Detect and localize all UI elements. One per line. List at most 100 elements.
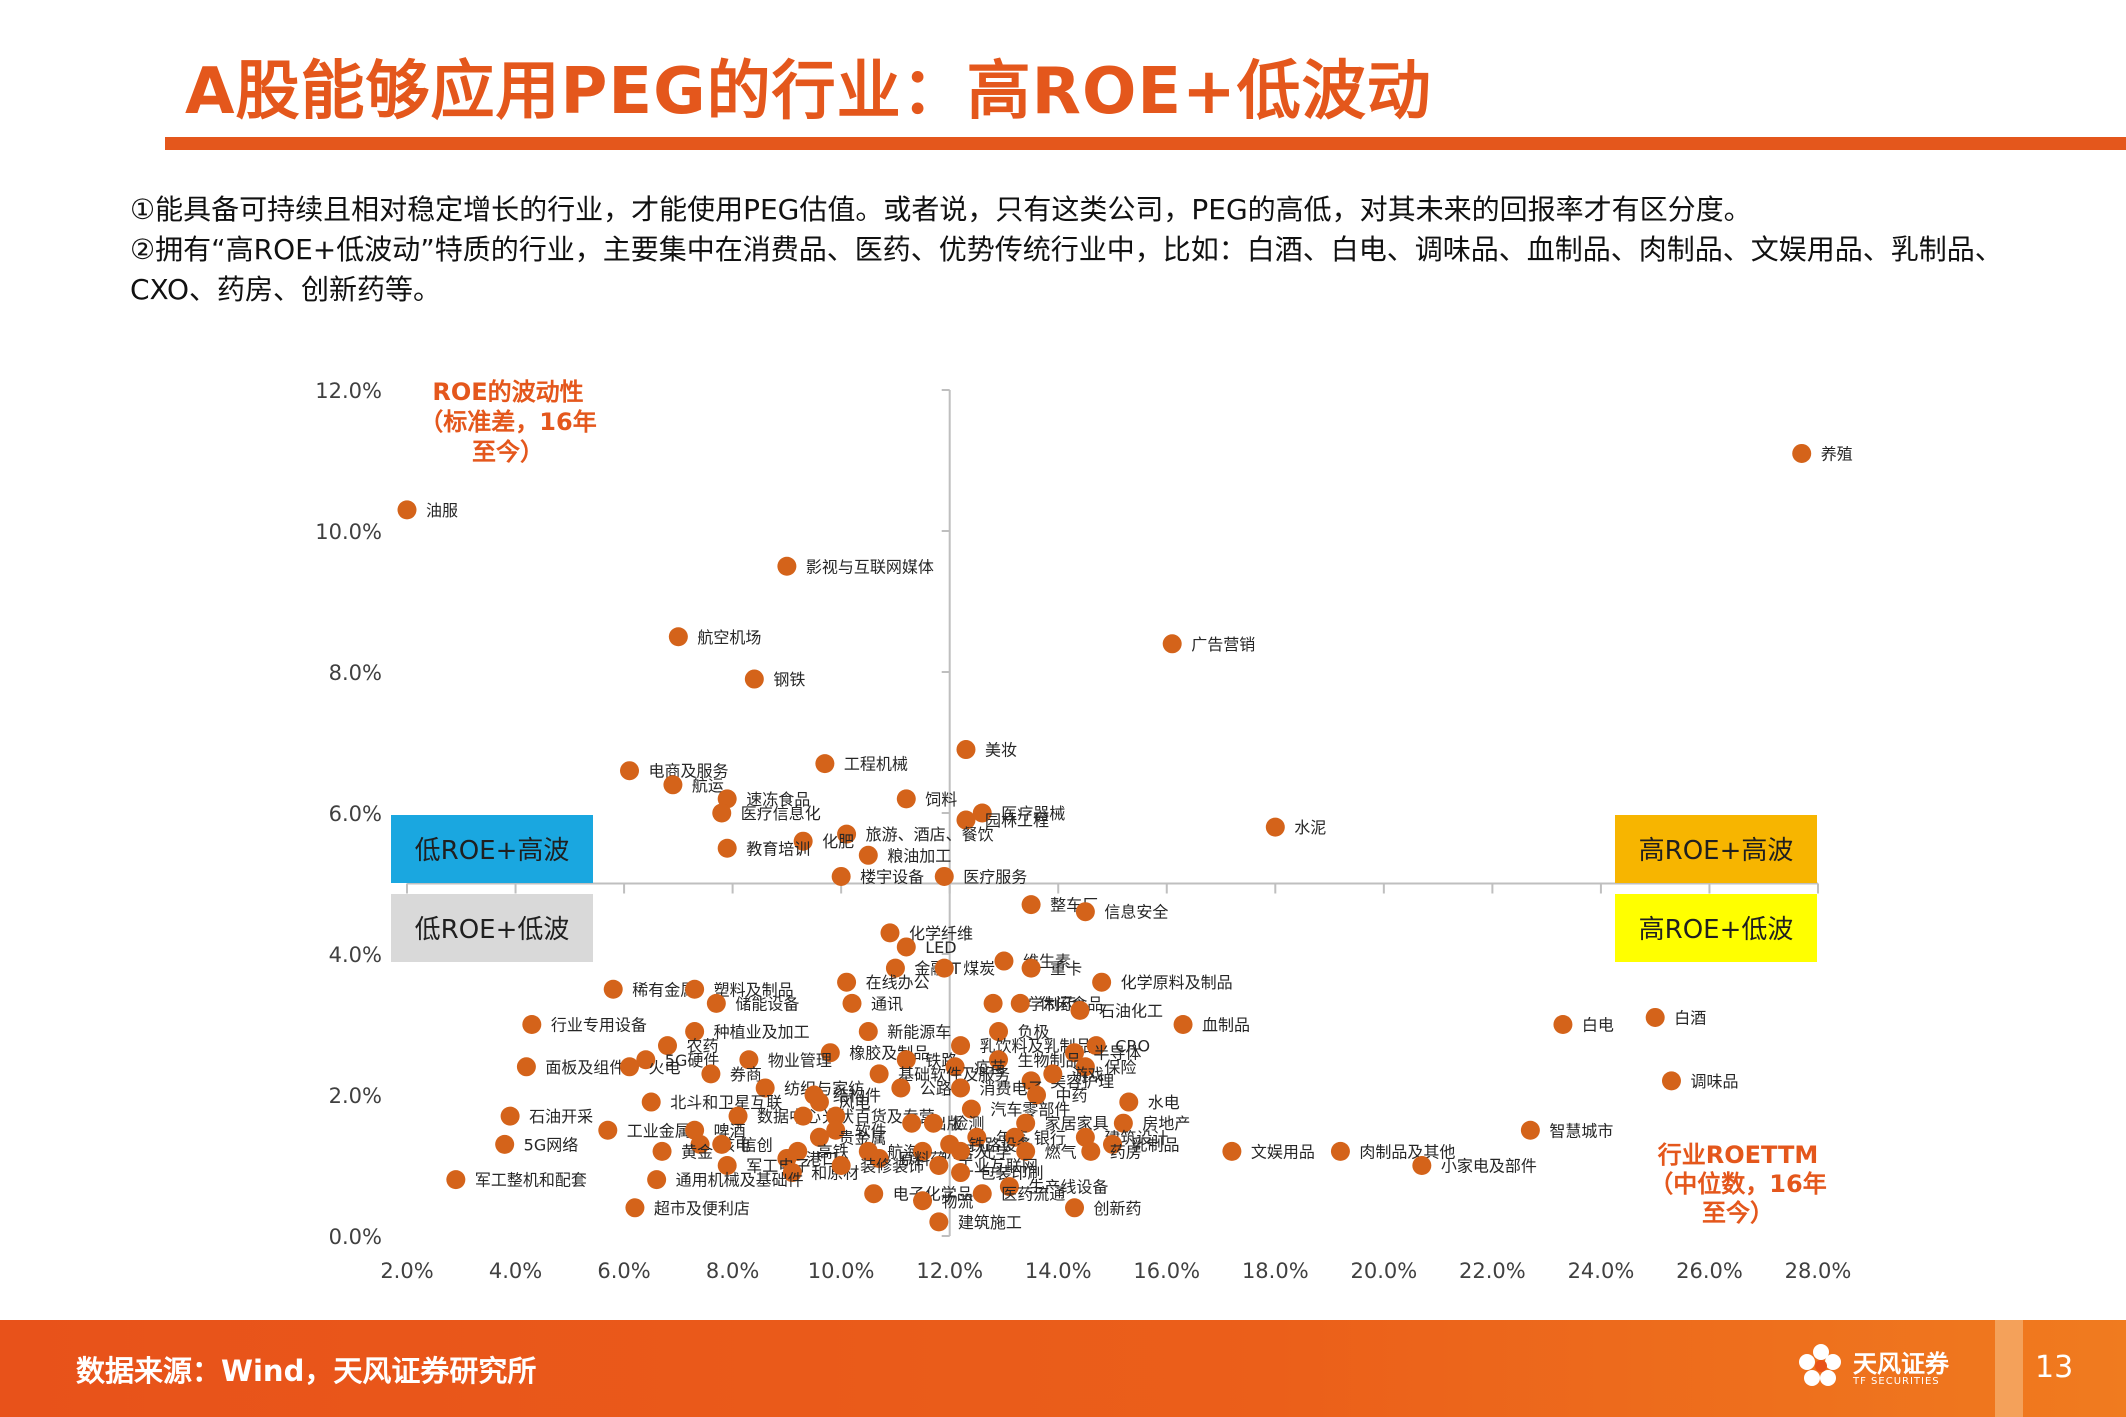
point-marker — [929, 1212, 949, 1232]
point-label: 5G硬件 — [665, 1051, 720, 1070]
point-marker — [1412, 1156, 1432, 1175]
data-point: 生物制品 — [989, 1050, 1082, 1070]
point-label: 软件 — [855, 1121, 887, 1140]
point-marker — [1645, 1007, 1665, 1027]
x-tick-label: 26.0% — [1676, 1259, 1743, 1283]
data-point: LED — [896, 937, 957, 957]
point-marker — [495, 1134, 515, 1154]
x-tick-label: 6.0% — [597, 1259, 650, 1283]
data-point: 电子化学品 — [864, 1184, 973, 1204]
data-point: 乳饮料及乳制品 — [951, 1036, 1092, 1056]
quadrant-label-1: 低ROE+高波 — [391, 815, 593, 883]
flower-logo-icon — [1799, 1344, 1841, 1386]
data-point: 医疗服务 — [934, 866, 1027, 886]
point-marker — [690, 1134, 710, 1154]
data-point: 信息安全 — [1075, 902, 1168, 922]
data-point: 房地产 — [1113, 1113, 1190, 1133]
point-marker — [685, 979, 705, 999]
point-marker — [989, 1022, 1009, 1042]
point-marker — [972, 1184, 992, 1204]
point-label: 光学 — [980, 1142, 1012, 1161]
point-marker — [940, 1134, 960, 1154]
y-tick-label: 2.0% — [329, 1084, 382, 1108]
point-marker — [1043, 1064, 1063, 1084]
point-label: 化肥 — [822, 832, 854, 851]
point-label: 超市及便利店 — [654, 1199, 750, 1218]
data-point: 美妆 — [956, 740, 1017, 760]
point-marker — [1103, 1134, 1122, 1154]
point-label: 工程机械 — [844, 755, 908, 774]
point-marker — [782, 1163, 802, 1183]
data-point: 广告营销 — [1162, 634, 1255, 654]
page-title: A股能够应用PEG的行业：高ROE+低波动 — [185, 55, 1432, 129]
point-label: 5G网络 — [524, 1135, 579, 1154]
point-marker — [652, 1141, 672, 1161]
point-marker — [641, 1092, 661, 1112]
point-marker — [1010, 993, 1030, 1013]
data-point: 通用机械及基础件 — [647, 1170, 804, 1190]
point-marker — [603, 979, 623, 999]
data-point: 调味品 — [1661, 1071, 1738, 1091]
point-label: 电商及服务 — [649, 762, 729, 781]
point-label: 乳制品 — [1132, 1135, 1180, 1154]
point-marker — [831, 866, 851, 886]
point-label: 钢铁 — [773, 670, 805, 689]
point-marker — [951, 1078, 971, 1098]
point-marker — [663, 775, 683, 795]
point-label: 水泥 — [1294, 818, 1326, 837]
data-point: 养殖 — [1792, 443, 1853, 463]
point-label: 楼宇设备 — [860, 867, 924, 886]
point-label: 广告营销 — [1191, 635, 1255, 654]
bullet-1: ①能具备可持续且相对稳定增长的行业，才能使用PEG估值。或者说，只有这类公司，P… — [130, 193, 1752, 226]
data-point: 智慧城市 — [1520, 1120, 1613, 1140]
x-axis-title: （中位数，16年 — [1649, 1170, 1826, 1198]
data-point: 化学原料及制品 — [1092, 972, 1233, 992]
point-marker — [625, 1198, 645, 1218]
point-marker — [972, 803, 992, 823]
data-point: 化学纤维 — [880, 923, 973, 943]
data-point: 半导体 — [1065, 1043, 1142, 1063]
quadrant-text: 高ROE+高波 — [1639, 836, 1794, 866]
point-label: 信息安全 — [1104, 903, 1168, 922]
point-label: 煤炭 — [963, 959, 995, 978]
data-point: 石油化工 — [1070, 1000, 1163, 1020]
data-point: 超市及便利店 — [625, 1198, 750, 1218]
y-tick-label: 6.0% — [329, 802, 382, 826]
point-label: 塑料及制品 — [714, 980, 794, 999]
data-point: 中药 — [1027, 1085, 1088, 1105]
point-marker — [1553, 1015, 1573, 1034]
point-label: 白酒 — [1674, 1008, 1706, 1027]
data-point: 纺织与家纺 — [755, 1078, 864, 1098]
point-marker — [858, 1022, 878, 1042]
point-marker — [913, 1191, 933, 1211]
point-marker — [668, 627, 688, 647]
point-marker — [516, 1057, 536, 1077]
point-label: 储能设备 — [735, 994, 799, 1013]
point-label: 种植业及加工 — [714, 1023, 810, 1042]
point-label: 航空机场 — [697, 628, 761, 647]
quadrant-text: 低ROE+低波 — [415, 915, 570, 945]
logo-name-en: TF SECURITIES — [1853, 1376, 1940, 1387]
point-marker — [961, 1099, 981, 1119]
x-tick-label: 14.0% — [1025, 1259, 1092, 1283]
point-label: 橡胶及制品 — [849, 1044, 929, 1063]
data-point: 5G网络 — [495, 1134, 579, 1154]
point-label: 水电 — [1148, 1093, 1180, 1112]
point-marker — [397, 500, 417, 520]
data-point: 钢铁 — [744, 669, 805, 689]
point-label: 油服 — [426, 501, 458, 520]
point-marker — [717, 838, 737, 858]
point-label: 重卡 — [1050, 959, 1082, 978]
point-marker — [842, 993, 862, 1013]
data-point: 航运 — [663, 775, 724, 795]
point-marker — [636, 1050, 656, 1070]
point-label: 工业金属 — [627, 1121, 691, 1140]
point-marker — [1113, 1113, 1133, 1133]
point-label: 信创 — [741, 1135, 773, 1154]
point-marker — [956, 810, 976, 830]
data-point: 影视与互联网媒体 — [777, 556, 934, 576]
data-point: 面板及组件 — [516, 1057, 625, 1077]
data-point: 物业管理 — [739, 1050, 832, 1070]
data-point: 负极 — [989, 1022, 1050, 1042]
point-marker — [522, 1015, 542, 1034]
